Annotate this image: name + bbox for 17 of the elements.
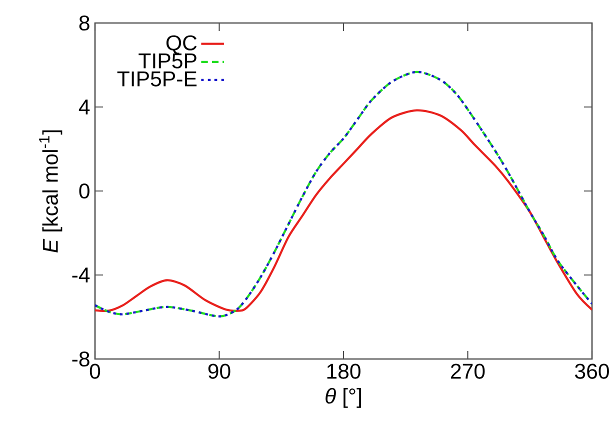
x-tick-label: 360 — [575, 364, 609, 379]
line-series — [95, 109, 592, 312]
y-tick-label: 8 — [79, 15, 90, 31]
legend-label: TIP5P-E — [117, 72, 197, 86]
legend-label: QC — [166, 35, 197, 54]
line-series — [95, 70, 592, 318]
y-tick-label: -8 — [72, 351, 90, 367]
legend-label: TIP5P — [138, 54, 196, 68]
x-tick-label: 270 — [451, 364, 485, 379]
y-tick-label: 0 — [79, 183, 90, 199]
x-tick-label: 90 — [208, 364, 230, 379]
y-tick-label: 4 — [78, 100, 90, 114]
y-axis-title: E [kcal mol$^{-1}$] — [39, 130, 62, 253]
x-tick-label: 0 — [90, 364, 100, 379]
x-tick-label: 180 — [327, 364, 360, 379]
x-axis-title: θ [°] — [326, 388, 361, 408]
y-tick-label: -4 — [72, 268, 90, 282]
